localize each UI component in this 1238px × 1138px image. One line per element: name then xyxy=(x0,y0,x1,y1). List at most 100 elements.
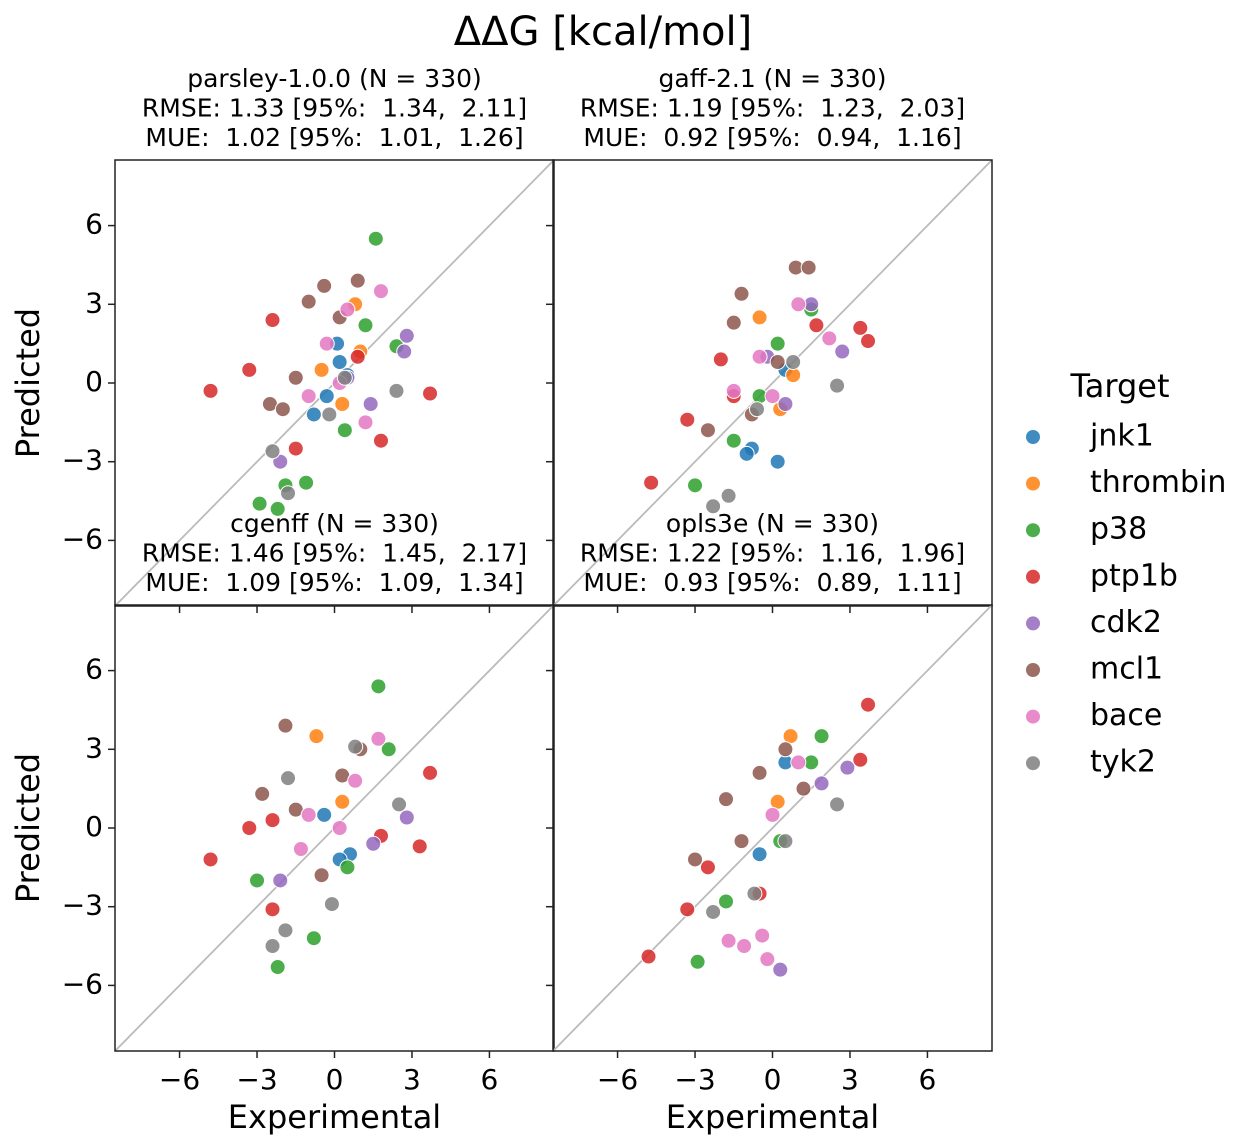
x-tick-label: −6 xyxy=(159,1063,200,1096)
scatter-point xyxy=(705,903,722,920)
legend-label: p38 xyxy=(1090,512,1147,547)
scatter-point xyxy=(712,351,729,368)
identity-line xyxy=(552,604,993,1052)
x-tick-label: 0 xyxy=(326,1063,344,1096)
scatter-point xyxy=(852,319,869,336)
scatter-point xyxy=(264,901,281,918)
legend-label: bace xyxy=(1090,698,1162,733)
legend-label: cdk2 xyxy=(1090,605,1162,640)
scatter-point xyxy=(249,872,266,889)
scatter-point xyxy=(751,764,768,781)
scatter-point xyxy=(411,838,428,855)
scatter-point xyxy=(318,388,335,405)
y-tick-label: 0 xyxy=(85,365,103,398)
scatter-point xyxy=(280,770,297,787)
scatter-point xyxy=(202,382,219,399)
scatter-point xyxy=(733,833,750,850)
scatter-point xyxy=(241,361,258,378)
scatter-point xyxy=(813,728,830,745)
panel-title: RMSE: 1.33 [95%: 1.34, 2.11] xyxy=(142,94,527,123)
scatter-point xyxy=(391,796,408,813)
scatter-point xyxy=(300,388,317,405)
x-axis-label: Experimental xyxy=(228,1098,441,1136)
scatter-point xyxy=(640,948,657,965)
scatter-point xyxy=(339,301,356,318)
scatter-point xyxy=(725,432,742,449)
scatter-point xyxy=(277,717,294,734)
scatter-point xyxy=(777,741,794,758)
x-tick-label: 6 xyxy=(481,1063,499,1096)
scatter-point xyxy=(720,487,737,504)
scatter-point xyxy=(852,751,869,768)
scatter-point xyxy=(769,335,786,352)
y-tick-label: −3 xyxy=(62,444,103,477)
scatter-point xyxy=(287,369,304,386)
scatter-point xyxy=(298,474,315,491)
legend-marker xyxy=(1026,476,1040,491)
scatter-point xyxy=(251,495,268,512)
legend-label: ptp1b xyxy=(1090,558,1178,593)
scatter-point xyxy=(305,930,322,947)
scatter-point xyxy=(860,333,877,350)
scatter-point xyxy=(336,369,353,386)
legend-marker xyxy=(1026,663,1040,677)
scatter-point xyxy=(687,851,704,868)
scatter-point xyxy=(764,806,781,823)
scatter-point xyxy=(272,872,289,889)
scatter-point xyxy=(370,678,387,695)
scatter-point xyxy=(769,354,786,371)
scatter-point xyxy=(687,477,704,494)
x-axis-label: Experimental xyxy=(666,1098,879,1136)
y-axis-label: Predicted xyxy=(9,308,47,458)
scatter-point xyxy=(699,422,716,439)
scatter-point xyxy=(839,759,856,776)
scatter-point xyxy=(318,335,335,352)
scatter-point xyxy=(725,382,742,399)
scatter-point xyxy=(331,820,348,836)
legend-label: thrombin xyxy=(1090,465,1226,500)
scatter-point xyxy=(334,793,351,810)
legend-marker xyxy=(1026,756,1040,771)
scatter-point xyxy=(769,453,786,470)
legend-marker xyxy=(1026,523,1040,538)
scatter-point xyxy=(280,485,297,502)
scatter-point xyxy=(372,283,389,300)
scatter-point xyxy=(718,893,735,910)
scatter-point xyxy=(795,780,812,797)
scatter-point xyxy=(292,840,309,857)
scatter-point xyxy=(313,867,330,884)
scatter-point xyxy=(718,791,735,808)
scatter-point xyxy=(300,806,317,823)
identity-line xyxy=(552,159,993,607)
scatter-point xyxy=(759,951,776,968)
scatter-point xyxy=(398,809,415,826)
scatter-point xyxy=(316,806,333,823)
legend-label: mcl1 xyxy=(1090,652,1163,687)
x-tick-label: −3 xyxy=(236,1063,277,1096)
x-tick-label: −6 xyxy=(597,1063,638,1096)
y-tick-label: 6 xyxy=(85,208,103,241)
y-tick-label: 6 xyxy=(85,653,103,686)
scatter-point xyxy=(720,932,737,949)
legend-label: jnk1 xyxy=(1089,419,1154,454)
legend-marker xyxy=(1026,569,1040,584)
scatter-point xyxy=(339,859,356,876)
scatter-point xyxy=(396,343,413,360)
scatter-point xyxy=(202,851,219,868)
scatter-point xyxy=(705,498,722,515)
scatter-point xyxy=(305,406,322,423)
scatter-point xyxy=(264,938,281,955)
panel-title: cgenff (N = 330) xyxy=(230,509,439,538)
scatter-point xyxy=(398,327,415,344)
scatter-point xyxy=(274,401,291,418)
scatter-point xyxy=(733,285,750,302)
x-tick-label: 6 xyxy=(919,1063,937,1096)
scatter-point xyxy=(749,401,766,418)
scatter-point xyxy=(264,443,281,460)
scatter-point xyxy=(336,422,353,439)
scatter-point xyxy=(347,772,364,789)
scatter-point xyxy=(367,230,384,247)
scatter-point xyxy=(316,277,333,294)
scatter-point xyxy=(808,317,825,334)
